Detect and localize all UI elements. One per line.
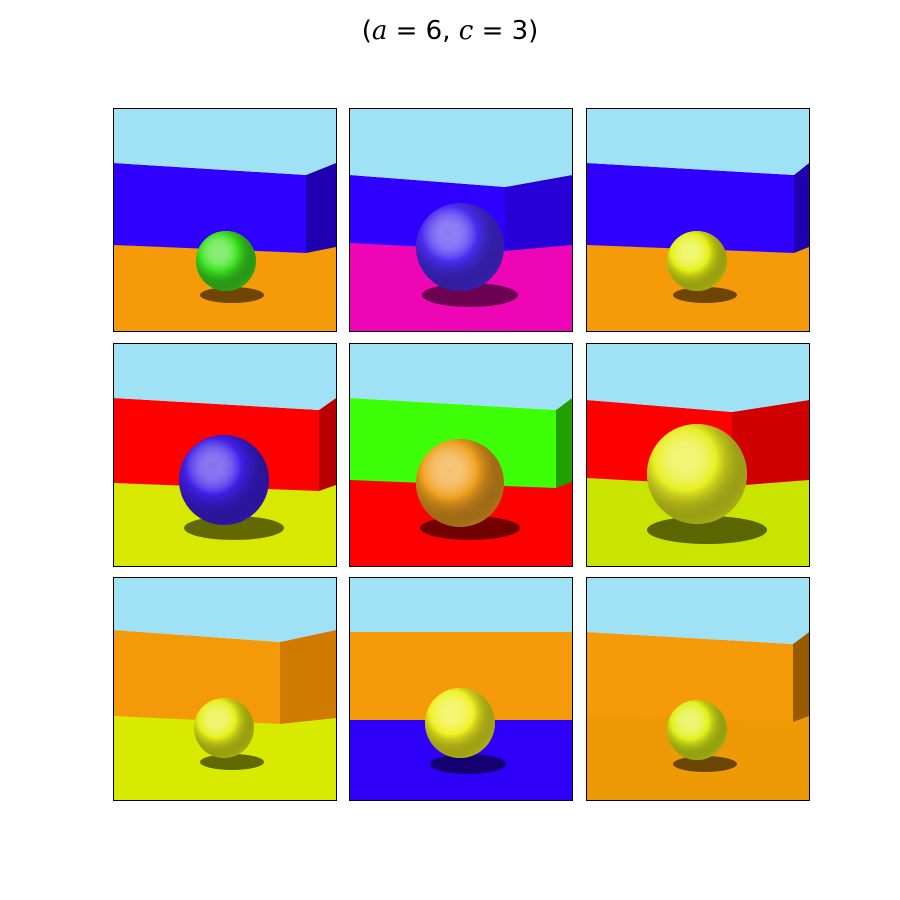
scene-image — [350, 109, 572, 331]
title-a-value: = 6, — [387, 16, 459, 46]
figure-title: (a = 6, c = 3) — [0, 14, 900, 48]
ball-shadow — [647, 516, 767, 544]
side-wall — [306, 163, 336, 253]
scene-image — [114, 578, 336, 800]
ball-shading — [416, 203, 504, 291]
sky — [587, 344, 809, 412]
scene-panel-3 — [586, 108, 810, 332]
side-wall — [556, 398, 572, 488]
ball-shadow — [200, 754, 264, 770]
scene-image — [587, 578, 809, 800]
ball-shading — [196, 231, 256, 291]
side-wall — [794, 163, 809, 253]
ball-shading — [667, 700, 727, 760]
side-wall — [280, 630, 336, 724]
sky — [350, 109, 572, 187]
scene-panel-6 — [586, 343, 810, 567]
sky — [587, 109, 809, 175]
sky — [350, 578, 572, 632]
ball-shading — [194, 698, 254, 758]
back-wall — [114, 163, 306, 253]
ball-shading — [425, 688, 495, 758]
ball-shadow — [422, 283, 518, 307]
scene-panel-2 — [349, 108, 573, 332]
scene-panel-7 — [113, 577, 337, 801]
ball-shading — [647, 424, 747, 524]
ball-shading — [179, 435, 269, 525]
back-wall — [587, 163, 794, 253]
scene-image — [587, 344, 809, 566]
sky — [350, 344, 572, 410]
scene-image — [350, 578, 572, 800]
back-wall — [114, 630, 280, 724]
sky — [114, 344, 336, 410]
scene-panel-5 — [349, 343, 573, 567]
scene-panel-4 — [113, 343, 337, 567]
ball-shading — [416, 439, 504, 527]
title-c-value: = 3) — [473, 16, 539, 46]
title-c-symbol: c — [458, 16, 474, 46]
side-wall — [732, 400, 809, 486]
back-wall — [350, 632, 572, 720]
scene-image — [114, 344, 336, 566]
ball-shadow — [430, 754, 506, 774]
title-a-symbol: a — [371, 16, 388, 46]
sky — [114, 578, 336, 642]
scene-image — [350, 344, 572, 566]
scene-image — [114, 109, 336, 331]
ball-shadow — [673, 756, 737, 772]
sky — [114, 109, 336, 175]
scene-panel-1 — [113, 108, 337, 332]
ball-shading — [667, 231, 727, 291]
scene-panel-9 — [586, 577, 810, 801]
scene-panel-8 — [349, 577, 573, 801]
side-wall — [793, 632, 809, 722]
ball-shadow — [673, 287, 737, 303]
sky — [587, 578, 809, 644]
scene-image — [587, 109, 809, 331]
ball-shadow — [200, 287, 264, 303]
side-wall — [319, 398, 336, 491]
back-wall — [587, 632, 793, 722]
side-wall — [505, 175, 572, 251]
title-open-paren: ( — [361, 16, 372, 46]
